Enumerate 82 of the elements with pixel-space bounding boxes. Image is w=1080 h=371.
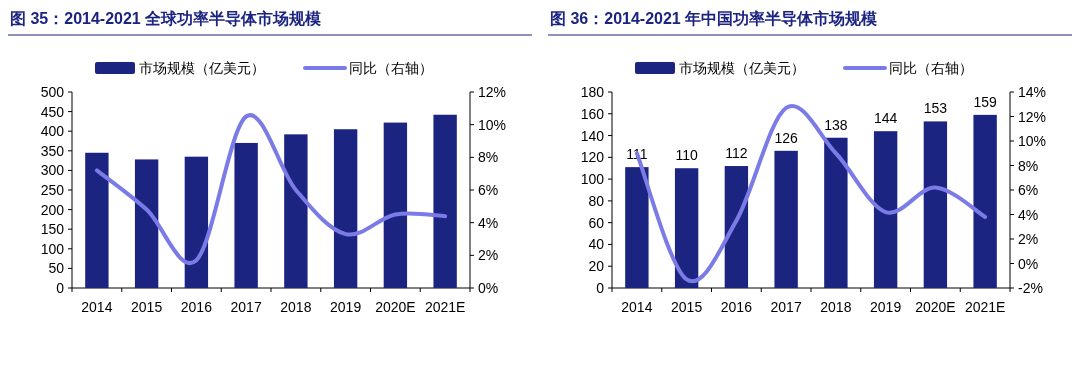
y-tick-label: 60 bbox=[588, 214, 605, 231]
data-label: 138 bbox=[824, 116, 848, 133]
y2-tick-label: 12% bbox=[478, 84, 507, 100]
x-tick-label: 2021E bbox=[964, 299, 1006, 315]
x-tick-label: 2016 bbox=[720, 299, 753, 315]
y-tick-label: 300 bbox=[40, 162, 65, 179]
x-tick-label: 2018 bbox=[280, 299, 312, 315]
y2-tick-label: 10% bbox=[478, 116, 507, 133]
y2-tick-label: 12% bbox=[1018, 108, 1047, 125]
legend-label: 同比（右轴） bbox=[349, 60, 433, 76]
bar bbox=[85, 152, 109, 288]
bar bbox=[774, 150, 798, 288]
y2-tick-label: 8% bbox=[1018, 157, 1039, 174]
y-tick-label: 50 bbox=[48, 260, 65, 277]
y2-tick-label: 0% bbox=[478, 280, 499, 296]
y-tick-label: 100 bbox=[40, 240, 65, 257]
x-tick-label: 2019 bbox=[330, 299, 362, 315]
y2-tick-label: 10% bbox=[1018, 133, 1047, 149]
data-label: 112 bbox=[725, 145, 748, 162]
y-tick-label: 100 bbox=[580, 171, 605, 188]
x-tick-label: 2021E bbox=[424, 299, 466, 315]
y-tick-label: 400 bbox=[40, 123, 65, 140]
bar bbox=[134, 159, 159, 288]
y-tick-label: 200 bbox=[40, 201, 65, 218]
legend-label: 市场规模（亿美元） bbox=[679, 60, 805, 76]
y2-tick-label: 6% bbox=[1018, 182, 1039, 198]
bar bbox=[184, 156, 209, 288]
bar bbox=[724, 166, 749, 288]
y2-tick-label: 2% bbox=[1018, 231, 1039, 247]
y-tick-label: 80 bbox=[588, 192, 605, 209]
bar bbox=[234, 142, 258, 288]
x-tick-label: 2015 bbox=[131, 299, 163, 315]
y-tick-label: 140 bbox=[580, 127, 605, 144]
x-tick-label: 2020E bbox=[375, 299, 416, 315]
data-label: 159 bbox=[973, 93, 998, 110]
bar bbox=[383, 122, 408, 288]
x-tick-label: 2018 bbox=[820, 299, 852, 315]
y2-tick-label: 6% bbox=[478, 182, 499, 198]
y-tick-label: 450 bbox=[40, 103, 65, 120]
y2-tick-label: 0% bbox=[1018, 255, 1039, 272]
bar bbox=[873, 131, 898, 288]
bar bbox=[333, 129, 358, 288]
y-tick-label: 160 bbox=[580, 105, 605, 122]
data-label: 153 bbox=[923, 100, 948, 117]
bar bbox=[923, 121, 948, 288]
x-tick-label: 2020E bbox=[915, 299, 956, 315]
x-tick-label: 2015 bbox=[671, 299, 703, 315]
y-tick-label: 350 bbox=[40, 142, 65, 159]
legend-label: 市场规模（亿美元） bbox=[139, 60, 265, 76]
y-tick-label: 40 bbox=[588, 236, 605, 253]
data-label: 144 bbox=[873, 110, 898, 127]
y2-tick-label: 14% bbox=[1018, 84, 1047, 100]
legend-label: 同比（右轴） bbox=[889, 60, 973, 76]
y2-tick-label: -2% bbox=[1018, 280, 1043, 296]
x-tick-label: 2014 bbox=[81, 299, 113, 315]
bar bbox=[433, 114, 457, 288]
data-label: 126 bbox=[774, 129, 799, 146]
y-tick-label: 20 bbox=[588, 258, 605, 275]
x-tick-label: 2019 bbox=[870, 299, 902, 315]
y-tick-label: 250 bbox=[40, 182, 65, 198]
y-tick-label: 0 bbox=[56, 280, 65, 296]
bar bbox=[973, 114, 997, 288]
x-tick-label: 2014 bbox=[621, 299, 653, 315]
y-tick-label: 0 bbox=[596, 280, 605, 296]
y2-tick-label: 4% bbox=[478, 214, 499, 231]
data-label: 110 bbox=[675, 147, 698, 164]
y-tick-label: 180 bbox=[580, 84, 605, 100]
y2-tick-label: 8% bbox=[478, 149, 499, 166]
bar bbox=[625, 167, 649, 288]
x-tick-label: 2017 bbox=[770, 299, 802, 315]
chart-title: 图 35：2014-2021 全球功率半导体市场规模 bbox=[10, 9, 322, 27]
y2-tick-label: 2% bbox=[478, 247, 499, 264]
y-tick-label: 150 bbox=[40, 221, 65, 238]
y-tick-label: 120 bbox=[580, 149, 605, 166]
bar bbox=[284, 134, 308, 288]
bar bbox=[824, 137, 848, 288]
chart-title: 图 36：2014-2021 年中国功率半导体市场规模 bbox=[550, 9, 878, 27]
x-tick-label: 2017 bbox=[230, 299, 262, 315]
x-tick-label: 2016 bbox=[180, 299, 213, 315]
y-tick-label: 500 bbox=[40, 84, 65, 100]
bar bbox=[674, 168, 699, 288]
y2-tick-label: 4% bbox=[1018, 206, 1039, 223]
